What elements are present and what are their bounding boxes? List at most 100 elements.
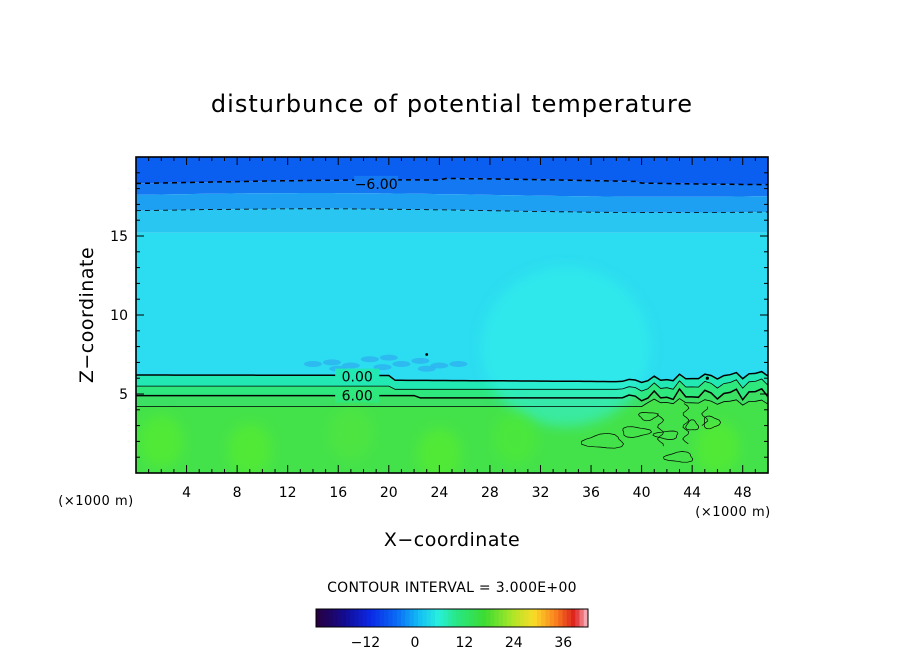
colorbar-cell [439, 609, 444, 627]
colorbar-cell [481, 609, 487, 627]
contour-loop [622, 426, 653, 438]
colorbar-cell [413, 609, 419, 627]
x-axis-label: X−coordinate [384, 529, 520, 551]
colorbar-cell [503, 609, 508, 627]
colorbar-cell [456, 609, 461, 627]
contour-plume [682, 403, 690, 445]
speck [430, 362, 449, 369]
contour-label: 0.00 [342, 370, 373, 386]
x-tick-label: 28 [481, 485, 499, 501]
contour-line-minus6 [136, 177, 768, 186]
colorbar-cell [528, 609, 534, 627]
speck [303, 360, 322, 367]
colorbar-cell [486, 609, 491, 627]
colorbar-cell [515, 609, 521, 627]
x-tick-label: 16 [329, 485, 347, 501]
x-tick-label: 8 [233, 485, 242, 501]
x-tick-labels: 4 8 12 16 20 24 28 32 36 40 44 48 [182, 485, 752, 501]
contour-labels: −6.00 0.00 6.00 [335, 175, 399, 405]
fill-band-cyan [136, 232, 768, 383]
colorbar-cell [477, 609, 483, 627]
x-tick-label: 20 [380, 485, 398, 501]
contour-label-gap [335, 368, 380, 384]
colorbar-cell [524, 609, 529, 627]
colorbar-cell [367, 609, 372, 627]
colorbar-frame [315, 608, 589, 628]
colorbar-cell [520, 609, 525, 627]
y-axis-label: Z−coordinate [76, 247, 98, 383]
contour-line-3 [136, 378, 768, 392]
contour-plume [656, 412, 665, 447]
colorbar-cell [333, 609, 338, 627]
contour-loop [638, 412, 659, 422]
green-spot [227, 423, 272, 473]
colorbar-cell [358, 609, 364, 627]
x-unit-label-left: (×1000 m) [58, 494, 133, 509]
colorbar-cell [354, 609, 359, 627]
colorbar-cell [507, 609, 512, 627]
colorbar [315, 608, 589, 628]
contour-line-minus3 [136, 208, 768, 213]
x-unit-label-right: (×1000 m) [695, 505, 770, 520]
colorbar-cell [494, 609, 500, 627]
contour-label-gap [354, 175, 399, 191]
colorbar-cell [392, 609, 398, 627]
y-tick-label: 5 [119, 387, 128, 403]
colorbar-cell [430, 609, 436, 627]
colorbar-tick-label: 0 [410, 635, 419, 651]
colorbar-tick-label: −12 [351, 635, 381, 651]
x-tick-label: 32 [532, 485, 550, 501]
fill-band-top [136, 157, 768, 185]
colorbar-cell [426, 609, 432, 627]
speck [449, 360, 468, 367]
colorbar-cell [532, 609, 538, 627]
green-spot [417, 428, 462, 473]
speck [341, 362, 360, 369]
green-spot [493, 412, 538, 465]
green-spot [139, 415, 184, 468]
plot-area [136, 157, 768, 473]
colorbar-cell [490, 609, 495, 627]
colorbar-cell [341, 609, 347, 627]
contour-loop [662, 451, 694, 463]
fill-band-light [136, 208, 768, 233]
colorbar-cell [549, 609, 555, 627]
colorbar-tick-labels: −12 0 12 24 36 [351, 635, 573, 651]
y-tick-label: 10 [110, 308, 128, 324]
x-tick-label: 40 [633, 485, 651, 501]
fill-band-upper [136, 178, 768, 197]
contour-loop [652, 430, 679, 440]
contour-line-0 [136, 370, 768, 384]
colorbar-cell [379, 609, 385, 627]
colorbar-cell [469, 609, 474, 627]
speck [392, 360, 411, 367]
colorbar-cell [375, 609, 381, 627]
contour-label-gap [335, 387, 380, 403]
colorbar-cell [460, 609, 466, 627]
contour-loop [685, 419, 700, 431]
colorbar-cell [443, 609, 449, 627]
colorbar-cell [537, 609, 542, 627]
colorbar-cell [511, 609, 517, 627]
colorbar-cell [464, 609, 470, 627]
colorbar-cell [401, 609, 406, 627]
x-tick-label: 12 [279, 485, 297, 501]
colorbar-cell [583, 609, 589, 627]
colorbar-tick-label: 36 [554, 635, 572, 651]
green-spot [328, 407, 373, 460]
contour-label: 6.00 [342, 389, 373, 405]
contour-fills [136, 157, 768, 473]
contour-lines [136, 177, 768, 463]
colorbar-cell [545, 609, 551, 627]
colorbar-cell [422, 609, 427, 627]
contour-loop [581, 432, 625, 449]
speck [379, 354, 398, 361]
colorbar-cell [447, 609, 453, 627]
colorbar-cell [566, 609, 572, 627]
colorbar-cell [558, 609, 563, 627]
colorbar-cell [337, 609, 342, 627]
colorbar-cell [324, 609, 330, 627]
contour-label: −6.00 [355, 177, 398, 193]
colorbar-cell [320, 609, 325, 627]
